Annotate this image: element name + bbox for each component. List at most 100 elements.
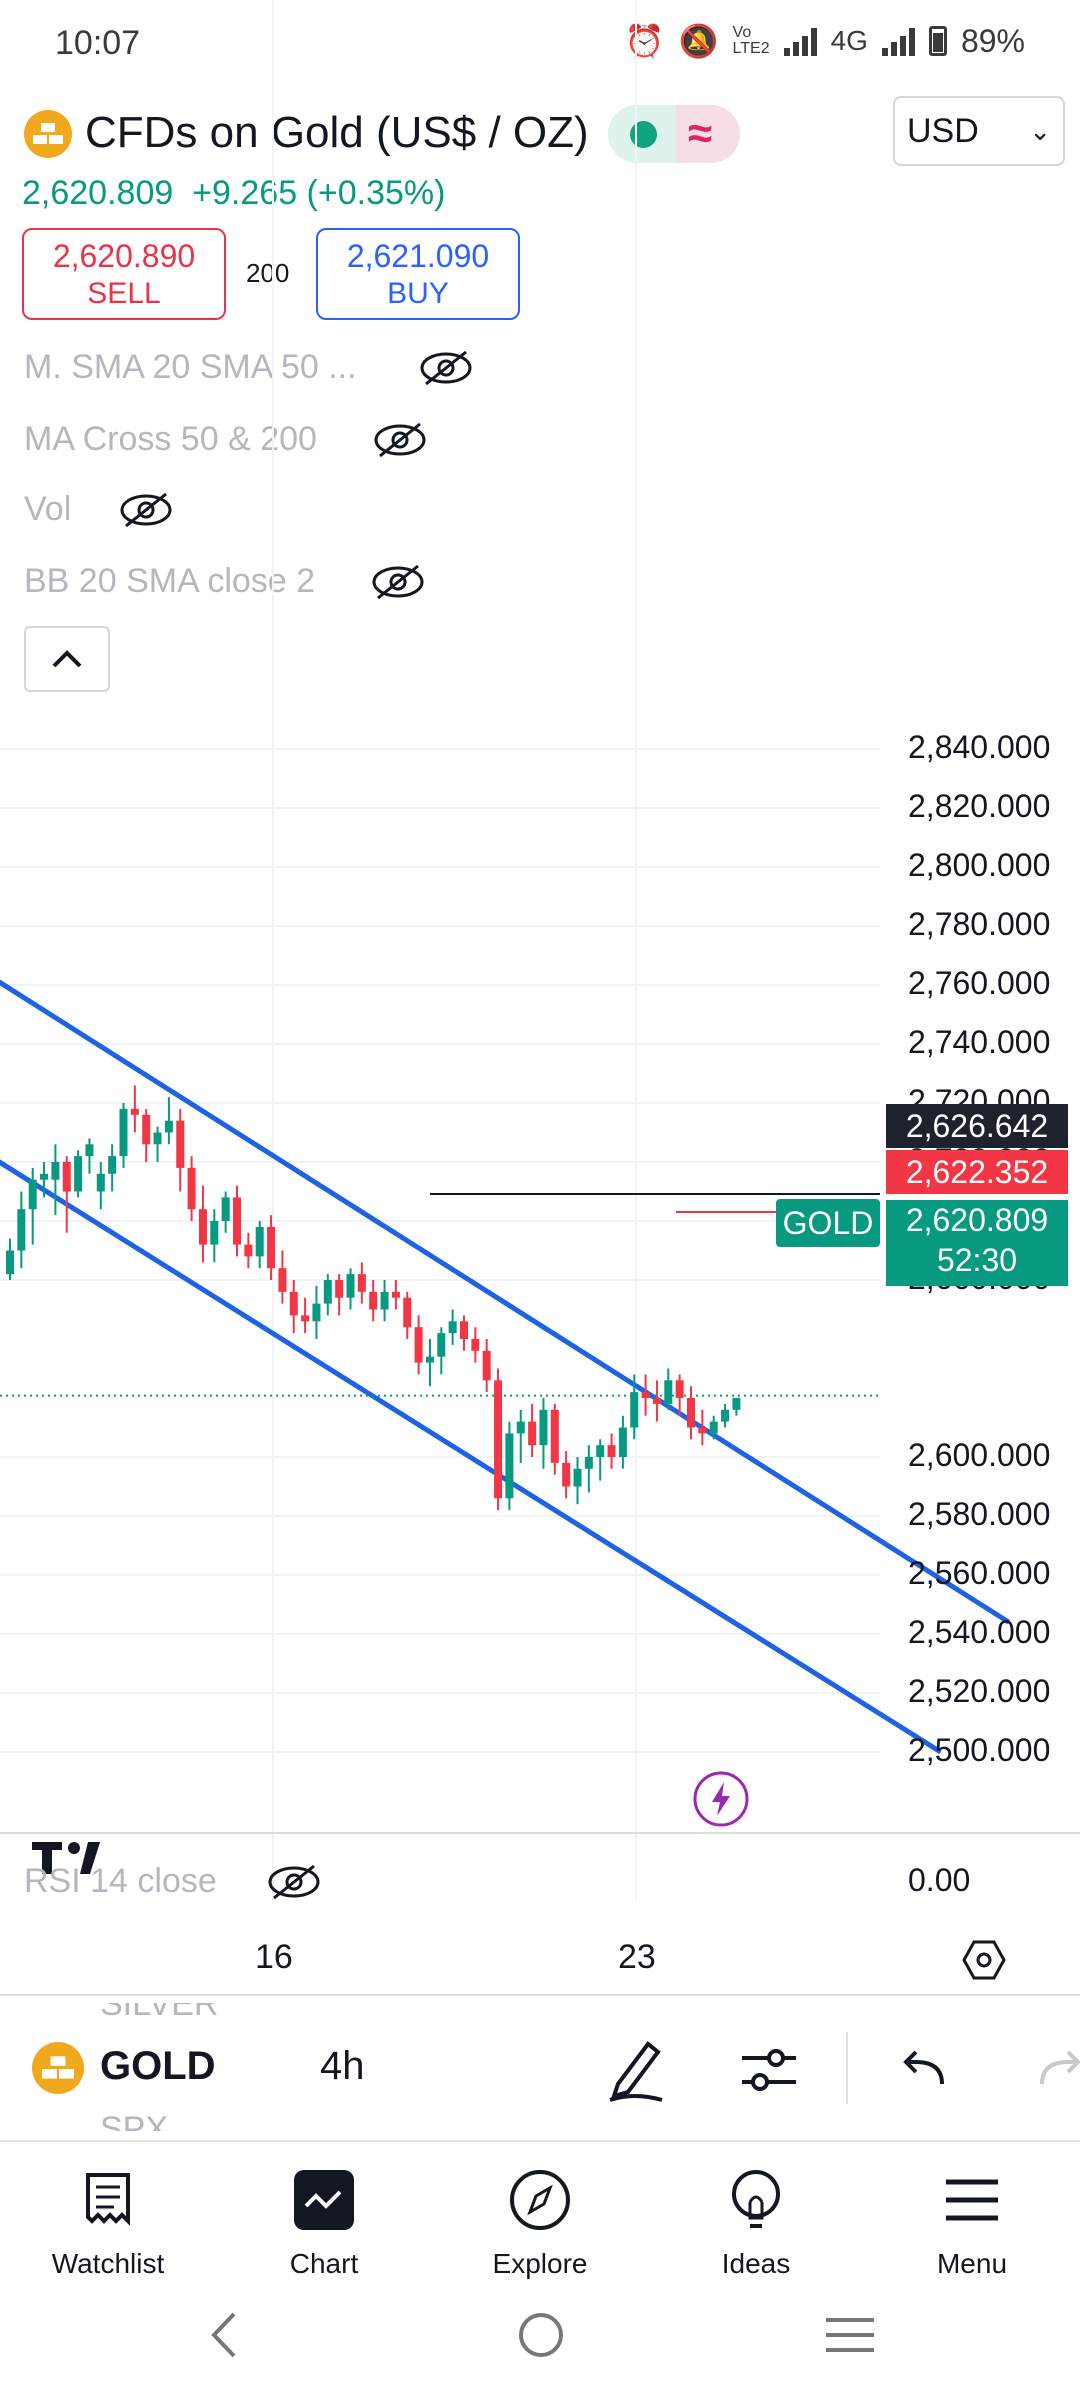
buy-price: 2,621.090 bbox=[346, 238, 490, 274]
gold-logo-icon[interactable] bbox=[32, 2042, 84, 2094]
nav-watchlist[interactable]: Watchlist bbox=[8, 2158, 208, 2280]
pane-divider[interactable] bbox=[0, 1832, 1080, 1834]
indicator-sma[interactable]: M. SMA 20 SMA 50 ... bbox=[24, 348, 357, 386]
candle-body bbox=[471, 1339, 480, 1351]
candle-body bbox=[698, 1427, 707, 1434]
candle-body bbox=[539, 1409, 548, 1446]
watchlist-icon bbox=[86, 2173, 130, 2226]
sell-label: SELL bbox=[87, 277, 161, 310]
candle-body bbox=[562, 1462, 571, 1487]
price-label-mid: 2,622.352 bbox=[886, 1150, 1068, 1194]
candle-body bbox=[618, 1427, 627, 1457]
price-tick: 2,760.000 bbox=[908, 965, 1051, 1001]
candle-body bbox=[505, 1433, 514, 1499]
indicator-bb[interactable]: BB 20 SMA close 2 bbox=[24, 562, 316, 600]
symbol-title[interactable]: CFDs on Gold (US$ / OZ) bbox=[85, 108, 589, 157]
candle-body bbox=[85, 1144, 94, 1157]
candle-body bbox=[630, 1392, 639, 1428]
back-icon[interactable] bbox=[206, 2310, 242, 2360]
chart-settings-icon[interactable] bbox=[962, 1938, 1006, 1982]
gold-logo-icon[interactable] bbox=[24, 110, 72, 158]
nav-divider bbox=[0, 2140, 1080, 2142]
currency-value: USD bbox=[907, 112, 979, 150]
candle-body bbox=[301, 1315, 310, 1322]
candle-body bbox=[380, 1291, 389, 1310]
signal-icon bbox=[783, 26, 817, 56]
indicator-ma-cross[interactable]: MA Cross 50 & 200 bbox=[24, 420, 317, 458]
menu-icon bbox=[946, 2179, 998, 2221]
candle-body bbox=[584, 1457, 593, 1469]
candle-body bbox=[721, 1409, 730, 1422]
status-time: 10:07 bbox=[55, 24, 141, 62]
market-status-pill[interactable]: ≈ bbox=[608, 105, 740, 163]
channel-line bbox=[0, 1159, 943, 1755]
candle-body bbox=[448, 1321, 457, 1334]
currency-select[interactable]: USD ⌄ bbox=[893, 96, 1065, 166]
candle-body bbox=[119, 1108, 128, 1157]
candle-body bbox=[62, 1162, 71, 1192]
price-tick: 2,580.000 bbox=[908, 1496, 1051, 1532]
candle-body bbox=[96, 1173, 105, 1192]
candle-body bbox=[40, 1173, 49, 1180]
toolbar-symbol[interactable]: GOLD bbox=[100, 2044, 216, 2088]
nav-label: Chart bbox=[289, 2248, 359, 2279]
hidden-eye-icon[interactable] bbox=[370, 560, 426, 604]
previous-symbol[interactable]: SILVER bbox=[100, 1985, 219, 2023]
interval-button[interactable]: 4h bbox=[320, 2044, 365, 2088]
nav-explore[interactable]: Explore bbox=[440, 2158, 640, 2280]
hidden-eye-icon[interactable] bbox=[118, 488, 174, 532]
price-tick: 2,500.000 bbox=[908, 1732, 1051, 1768]
sell-button[interactable]: 2,620.890 SELL bbox=[22, 228, 226, 320]
pencil-icon[interactable] bbox=[604, 2034, 668, 2104]
candle-body bbox=[28, 1179, 37, 1210]
sell-price: 2,620.890 bbox=[52, 238, 196, 274]
bar-countdown: 52:30 bbox=[936, 1242, 1018, 1278]
redo-icon bbox=[1040, 2050, 1080, 2085]
time-label-16: 16 bbox=[255, 1938, 293, 1976]
nav-chart[interactable]: Chart bbox=[224, 2158, 424, 2280]
nav-menu[interactable]: Menu bbox=[872, 2158, 1072, 2280]
price-tick: 2,540.000 bbox=[908, 1614, 1051, 1650]
candle-body bbox=[198, 1209, 207, 1245]
candle-body bbox=[210, 1221, 219, 1245]
price-change: +9.265 (+0.35%) bbox=[192, 174, 446, 212]
collapse-indicators-button[interactable] bbox=[24, 626, 110, 692]
axis-divider bbox=[0, 1994, 1080, 1996]
nav-ideas[interactable]: Ideas bbox=[656, 2158, 856, 2280]
home-icon[interactable] bbox=[516, 2310, 566, 2360]
candle-body bbox=[108, 1156, 117, 1174]
candle-body bbox=[267, 1226, 276, 1269]
indicator-vol[interactable]: Vol bbox=[24, 490, 72, 528]
spread-value: 200 bbox=[246, 258, 290, 288]
channel-line bbox=[0, 979, 1011, 1625]
next-symbol[interactable]: SPX bbox=[100, 2110, 169, 2148]
wave-icon: ≈ bbox=[688, 109, 713, 158]
adjust-icon[interactable] bbox=[738, 2040, 800, 2100]
price-tick: 2,840.000 bbox=[908, 729, 1051, 765]
lightbulb-icon bbox=[732, 2170, 780, 2228]
candle-body bbox=[255, 1226, 264, 1257]
status-bar: 10:07 ⏰ 🔕 Vo LTE2 4G 89% bbox=[0, 0, 1080, 90]
price-chart[interactable] bbox=[0, 0, 1080, 2000]
hidden-eye-icon[interactable] bbox=[372, 418, 428, 462]
hidden-eye-icon[interactable] bbox=[266, 1860, 322, 1904]
lightning-icon[interactable] bbox=[692, 1770, 750, 1828]
network-type: 4G bbox=[830, 25, 868, 56]
undo-icon[interactable] bbox=[902, 2046, 950, 2090]
rsi-label[interactable]: RSI 14 close bbox=[24, 1862, 217, 1900]
candle-body bbox=[187, 1167, 196, 1210]
price-label-high: 2,626.642 bbox=[886, 1104, 1068, 1148]
hidden-eye-icon[interactable] bbox=[418, 346, 474, 390]
candle-body bbox=[164, 1120, 173, 1133]
price-tick: 2,600.000 bbox=[908, 1437, 1051, 1473]
candle-body bbox=[641, 1392, 650, 1398]
buy-button[interactable]: 2,621.090 BUY bbox=[316, 228, 520, 320]
candle-body bbox=[664, 1380, 673, 1404]
signal-icon-2 bbox=[881, 26, 915, 56]
candle-body bbox=[403, 1297, 412, 1328]
candle-body bbox=[709, 1421, 718, 1434]
alarm-icon: ⏰ bbox=[624, 23, 665, 59]
recents-icon[interactable] bbox=[824, 2310, 876, 2360]
nav-label: Watchlist bbox=[51, 2248, 165, 2279]
candle-body bbox=[221, 1197, 230, 1221]
